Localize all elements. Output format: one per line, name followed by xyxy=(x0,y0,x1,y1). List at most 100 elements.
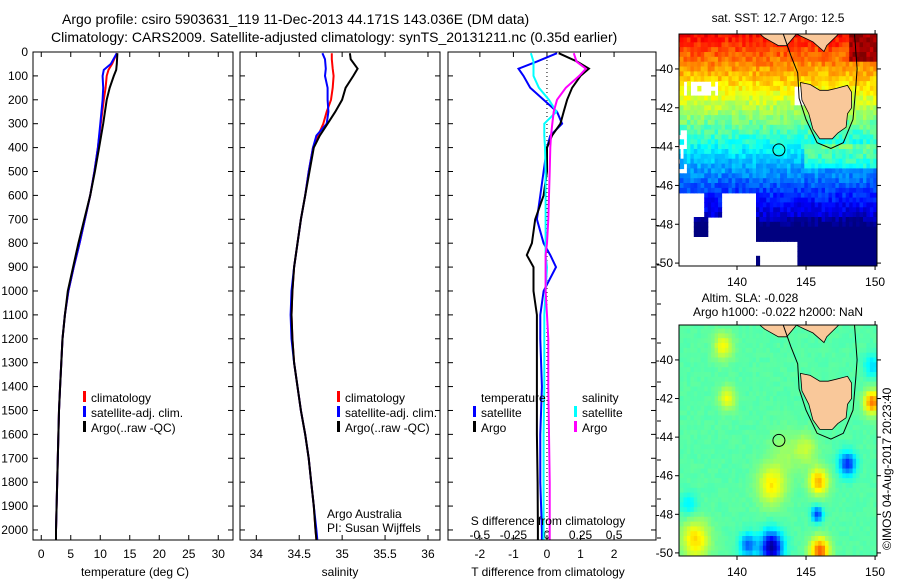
sst-cell xyxy=(711,119,716,126)
sst-cell xyxy=(707,42,712,48)
sla-cell xyxy=(721,449,726,455)
sst-cell xyxy=(838,134,843,140)
sla-cell xyxy=(718,415,723,421)
sst-cell xyxy=(731,134,736,140)
sla-cell xyxy=(745,458,750,465)
sla-cell xyxy=(704,405,709,412)
sst-cell xyxy=(697,115,702,121)
sst-cell xyxy=(804,110,809,116)
sla-cell xyxy=(769,381,774,387)
sla-cell xyxy=(783,439,788,445)
sla-cell xyxy=(821,536,826,542)
sla-cell xyxy=(804,357,809,363)
sst-cell xyxy=(735,149,740,155)
sla-cell xyxy=(718,405,723,412)
sla-cell xyxy=(742,343,747,349)
sla-cell xyxy=(766,362,771,368)
sst-cell xyxy=(863,34,868,38)
sla-cell xyxy=(800,425,805,431)
sst-cell xyxy=(800,105,805,111)
sla-cell xyxy=(762,391,767,397)
sla-cell xyxy=(776,487,781,494)
sla-cell xyxy=(769,507,774,513)
sst-cell xyxy=(842,178,847,184)
sla-cell xyxy=(707,372,712,378)
sla-cell xyxy=(762,429,767,436)
sla-cell xyxy=(749,502,754,508)
sst-cell xyxy=(842,163,847,170)
sst-cell xyxy=(704,134,709,140)
sla-cell xyxy=(759,325,764,330)
sla-cell xyxy=(693,502,698,508)
sla-cell xyxy=(697,410,702,416)
sst-cell xyxy=(759,236,764,242)
sst-cell xyxy=(797,251,802,257)
sst-cell xyxy=(728,95,733,102)
sst-cell xyxy=(735,119,740,126)
sla-cell xyxy=(724,420,729,426)
sla-cell xyxy=(828,333,833,339)
sla-cell xyxy=(811,362,816,368)
sla-cell xyxy=(693,376,698,383)
sst-cell xyxy=(866,192,871,199)
sst-cell xyxy=(735,139,740,145)
sst-cell xyxy=(721,95,726,102)
sla-cell xyxy=(704,434,709,441)
sst-cell xyxy=(849,163,854,170)
sla-cell xyxy=(814,497,819,503)
sla-cell xyxy=(724,391,729,397)
sla-cell xyxy=(714,545,719,552)
sst-cell xyxy=(814,221,819,228)
sst-cell xyxy=(683,115,688,121)
sst-cell xyxy=(749,158,754,165)
sla-cell xyxy=(804,367,809,373)
sst-cell xyxy=(863,71,868,77)
sla-cell xyxy=(704,507,709,513)
sla-cell xyxy=(679,540,681,547)
sla-cell xyxy=(731,540,736,547)
sla-cell xyxy=(680,454,685,460)
sla-cell xyxy=(711,439,716,445)
sst-cell xyxy=(793,197,798,204)
sst-cell xyxy=(759,124,764,131)
sla-cell xyxy=(738,483,743,489)
sst-cell xyxy=(849,81,854,87)
sst-cell xyxy=(780,149,785,155)
sla-cell xyxy=(679,376,681,383)
sst-cell xyxy=(828,226,833,233)
sst-cell xyxy=(752,134,757,140)
sla-cell xyxy=(700,502,705,508)
sst-cell xyxy=(690,149,695,155)
sla-cell xyxy=(700,463,705,470)
sla-cell xyxy=(811,550,816,556)
sst-cell xyxy=(735,163,740,170)
sla-cell xyxy=(818,439,823,445)
sst-cell xyxy=(735,105,740,111)
sst-cell xyxy=(680,66,685,72)
sst-cell xyxy=(690,139,695,145)
sla-cell xyxy=(700,386,705,392)
sst-cell xyxy=(804,66,809,72)
sla-cell xyxy=(742,487,747,494)
sst-cell xyxy=(783,207,788,213)
sst-cell xyxy=(749,149,754,155)
sla-cell xyxy=(697,415,702,421)
sst-cell xyxy=(756,95,761,102)
sst-cell xyxy=(859,173,864,179)
sst-cell xyxy=(690,76,695,82)
sst-cell xyxy=(828,221,833,228)
sla-cell xyxy=(762,516,767,523)
sst-cell xyxy=(759,153,764,160)
sla-cell xyxy=(731,396,736,402)
sst-cell xyxy=(856,37,861,43)
sst-cell xyxy=(869,85,874,92)
sla-cell xyxy=(769,343,774,349)
sla-cell xyxy=(759,545,764,552)
sla-cell xyxy=(680,367,685,373)
sst-cell xyxy=(749,66,754,72)
sla-cell xyxy=(724,492,729,498)
sst-cell xyxy=(728,105,733,111)
sst-cell xyxy=(680,119,685,126)
sst-cell xyxy=(759,81,764,87)
sla-cell xyxy=(735,338,740,344)
